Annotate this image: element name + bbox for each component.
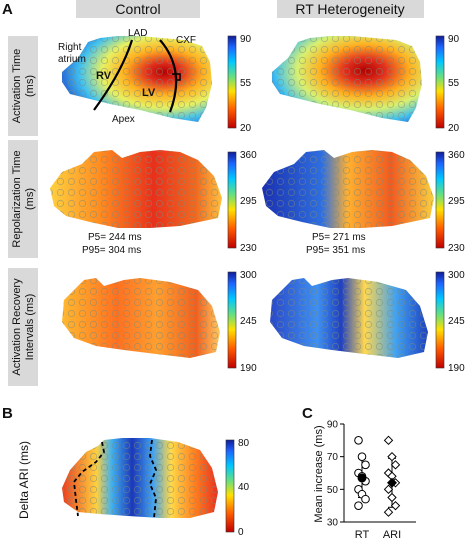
y-tick-label: 90 (327, 420, 339, 431)
rt-header-bg (277, 0, 424, 18)
colorbar-ari: 300 245 190 (227, 270, 257, 374)
cb-delta-min: 0 (238, 527, 244, 538)
data-point (357, 452, 367, 461)
row-label-bg-ari (8, 268, 38, 386)
cxf-line (159, 39, 178, 113)
panel-label-b: B (2, 405, 13, 422)
cb-act-rt-min: 20 (448, 123, 460, 134)
colorbar-ari-rt: 300 245 190 (435, 270, 465, 374)
chart-ylabel: Mean increase (ms) (313, 425, 325, 522)
y-tick-label: 30 (327, 518, 339, 529)
lad-label: LAD (128, 28, 147, 39)
data-point (383, 435, 394, 446)
panel-c-chart: Mean increase (ms) 90 70 50 30 RT ARI (313, 420, 416, 541)
map-repolarization-rt (262, 150, 434, 228)
data-point (361, 494, 370, 504)
x-tick-label: RT (355, 529, 370, 541)
apex-label: Apex (112, 114, 135, 125)
control-rt-p95: P95= 304 ms (82, 245, 141, 256)
map-delta-ari (62, 438, 218, 519)
row-label-delta-ari: Delta ARI (ms) (17, 441, 31, 519)
lad-line (93, 39, 134, 111)
rt-het-rt-p5: P5= 271 ms (312, 232, 366, 243)
row-label-bg-repolarization (8, 140, 38, 258)
x-tick-label: ARI (383, 529, 401, 541)
lv-label: LV (142, 87, 156, 99)
pacing-site-marker (172, 73, 181, 81)
data-point (361, 460, 370, 470)
cb-rep-rt-max: 360 (448, 150, 465, 161)
cb-act-rt-mid: 55 (448, 78, 460, 89)
cb-ari-rt-min: 190 (448, 363, 465, 374)
right-atrium-label: Right (58, 42, 82, 53)
data-point (390, 500, 401, 511)
cb-act-rt-max: 90 (448, 34, 460, 45)
control-column-title: Control (115, 1, 160, 17)
colorbar-activation: 90 55 20 (227, 34, 252, 134)
row-label-activation-time: Activation Time (11, 49, 23, 124)
cb-delta-max: 80 (238, 438, 250, 449)
cb-act-mid: 55 (240, 78, 252, 89)
cb-ari-mid: 245 (240, 316, 257, 327)
control-rt-p5: P5= 244 ms (88, 232, 142, 243)
cb-ari-min: 190 (240, 363, 257, 374)
colorbar-delta-ari: 80 40 0 (225, 438, 250, 538)
cb-rep-max: 360 (240, 150, 257, 161)
data-point (383, 507, 394, 517)
colorbar-repolarization: 360 295 230 (227, 150, 257, 254)
cb-ari-max: 300 (240, 270, 257, 281)
y-tick-label: 70 (327, 452, 339, 463)
data-point (387, 492, 397, 503)
cb-rep-min: 230 (240, 243, 257, 254)
mean-marker (387, 477, 397, 488)
y-tick-label: 50 (327, 485, 339, 496)
row-label-bg-activation (8, 36, 38, 136)
right-atrium-label-2: atrium (58, 54, 86, 65)
data-point (387, 451, 397, 462)
map-ari-rt (270, 278, 428, 358)
cb-rep-rt-mid: 295 (448, 196, 465, 207)
data-point (390, 460, 401, 470)
colorbar-repolarization-rt: 360 295 230 (435, 150, 465, 254)
cb-act-max: 90 (240, 34, 252, 45)
map-activation-rt (272, 36, 422, 122)
data-point (383, 484, 394, 495)
row-label-ari: Activation Recovery (11, 278, 23, 376)
data-point (354, 436, 363, 445)
panel-label-c: C (302, 405, 313, 422)
rv-label: RV (96, 70, 112, 82)
row-label-repolarization-unit: (ms) (24, 188, 36, 210)
cb-act-min: 20 (240, 123, 252, 134)
cb-delta-mid: 40 (238, 482, 250, 493)
rt-het-rt-p95: P95= 351 ms (306, 245, 365, 256)
mean-marker (357, 473, 367, 483)
map-repolarization-control (50, 150, 222, 228)
row-label-repolarization-time: Repolarization Time (11, 150, 23, 247)
row-label-activation-unit: (ms) (24, 75, 36, 97)
cb-ari-rt-max: 300 (448, 270, 465, 281)
panel-label-a: A (2, 1, 13, 18)
map-ari-control (62, 278, 220, 358)
cb-ari-rt-mid: 245 (448, 316, 465, 327)
map-activation-control (62, 36, 212, 122)
rt-heterogeneity-column-title: RT Heterogeneity (295, 1, 404, 17)
cb-rep-mid: 295 (240, 196, 257, 207)
cxf-label: CXF (176, 35, 196, 46)
data-point (354, 501, 363, 510)
row-label-ari-unit: Intervals (ms) (24, 294, 36, 361)
control-header-bg (76, 0, 200, 18)
colorbar-activation-rt: 90 55 20 (435, 34, 460, 134)
cb-rep-rt-min: 230 (448, 243, 465, 254)
